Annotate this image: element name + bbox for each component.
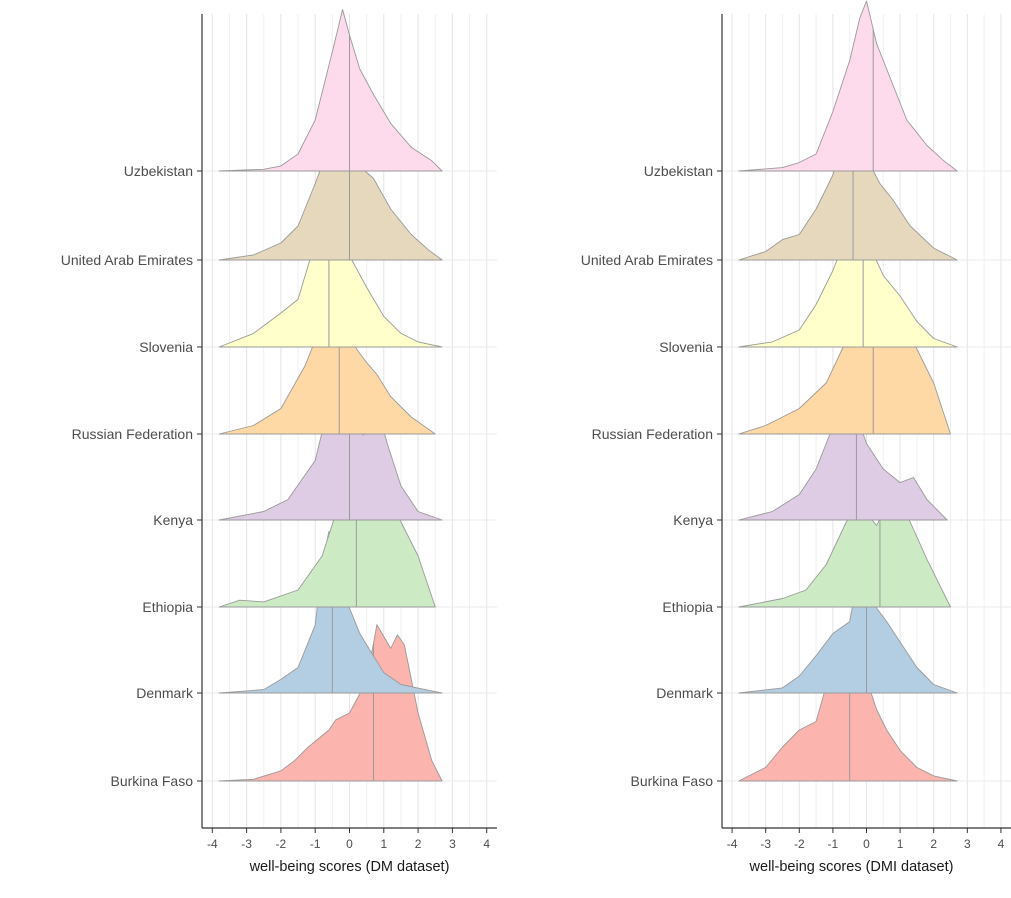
x-tick-label: -3 (241, 837, 252, 851)
y-tick-label-ethiopia: Ethiopia (662, 599, 713, 615)
x-tick-label: 4 (998, 837, 1005, 851)
y-tick-label-ethiopia: Ethiopia (142, 599, 193, 615)
y-tick-label-burkina-faso: Burkina Faso (631, 773, 714, 789)
y-tick-label-uzbekistan: Uzbekistan (124, 163, 193, 179)
x-tick-label: -1 (310, 837, 321, 851)
ridge-ethiopia (738, 496, 951, 608)
x-tick-label: 0 (863, 837, 870, 851)
x-tick-label: 0 (346, 837, 353, 851)
x-tick-label: -2 (276, 837, 287, 851)
y-tick-label-denmark: Denmark (136, 685, 194, 701)
y-tick-label-burkina-faso: Burkina Faso (111, 773, 194, 789)
dm-dataset-panel: Burkina Faso Denmark Ethiopia Kenya Russian … (61, 9, 497, 875)
x-tick-label: 2 (415, 837, 422, 851)
x-tick-label: 1 (380, 837, 387, 851)
x-tick-label: -2 (794, 837, 805, 851)
x-tick-label: 1 (897, 837, 904, 851)
y-tick-label-kenya: Kenya (673, 512, 713, 528)
x-axis-title: well-being scores (DMI dataset) (749, 859, 954, 875)
y-tick-label-slovenia: Slovenia (659, 339, 713, 355)
x-tick-label: -3 (760, 837, 771, 851)
dmi-dataset-panel: Burkina Faso Denmark Ethiopia Kenya Russian … (581, 0, 1011, 875)
x-tick-label: 2 (930, 837, 937, 851)
y-tick-label-denmark: Denmark (656, 685, 714, 701)
ridge-uzbekistan (218, 9, 443, 172)
x-tick-label: 3 (449, 837, 456, 851)
x-tick-label: 4 (483, 837, 490, 851)
x-tick-label: -4 (207, 837, 218, 851)
y-tick-label-kenya: Kenya (153, 512, 193, 528)
x-tick-label: 3 (964, 837, 971, 851)
y-tick-label-united-arab-emirates: United Arab Emirates (581, 252, 713, 268)
x-axis-title: well-being scores (DM dataset) (249, 859, 450, 875)
x-tick-label: -1 (828, 837, 839, 851)
y-tick-label-united-arab-emirates: United Arab Emirates (61, 252, 193, 268)
y-tick-label-uzbekistan: Uzbekistan (644, 163, 713, 179)
y-tick-label-slovenia: Slovenia (139, 339, 193, 355)
x-tick-label: -4 (727, 837, 738, 851)
y-tick-label-russian-federation: Russian Federation (592, 426, 713, 442)
ridges (218, 9, 443, 782)
y-tick-label-russian-federation: Russian Federation (72, 426, 193, 442)
ridge-uzbekistan (738, 0, 958, 172)
ridges (738, 0, 958, 782)
